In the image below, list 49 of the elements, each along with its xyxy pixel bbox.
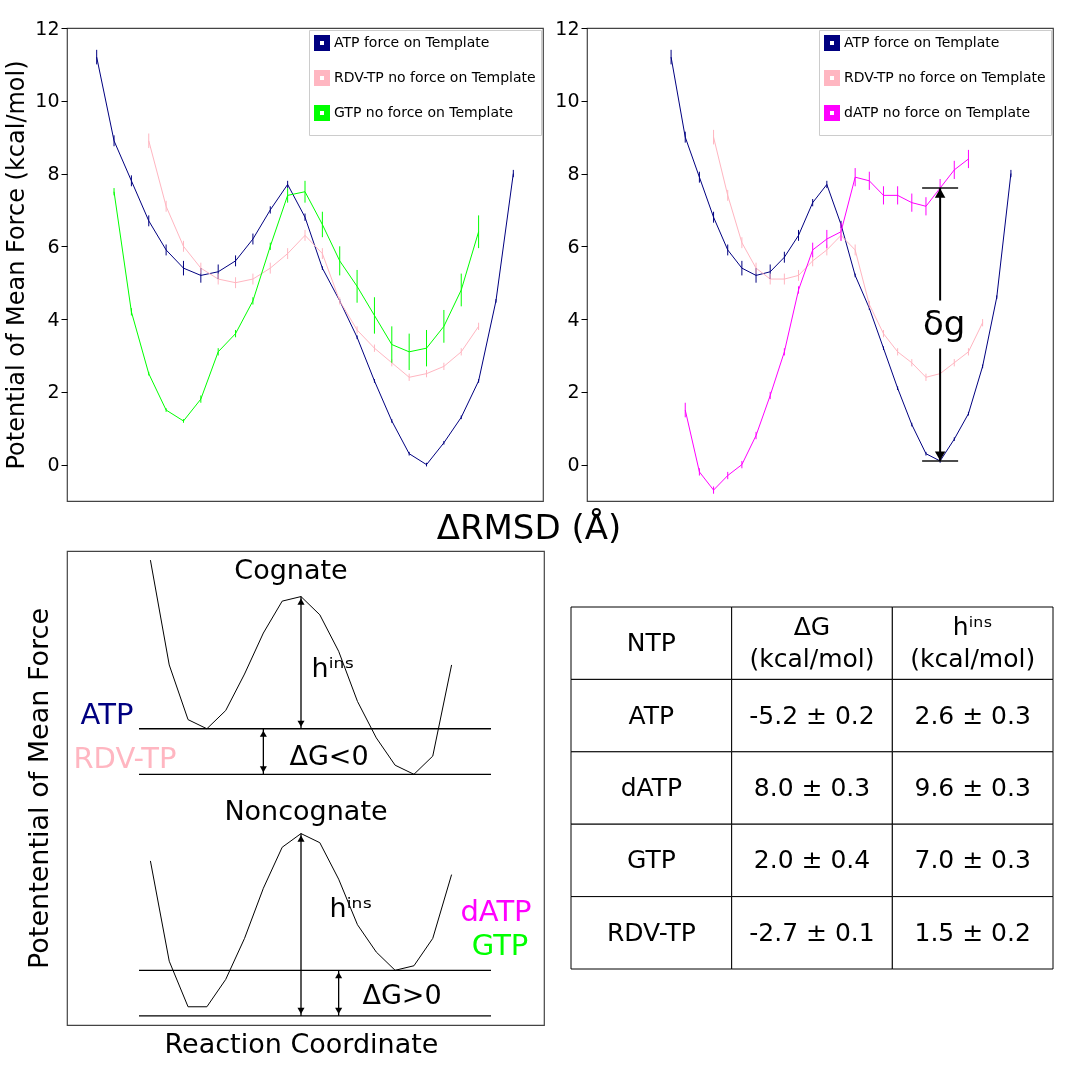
y-tick-label: 12 bbox=[35, 16, 60, 39]
legend-label: RDV-TP no force on Template bbox=[334, 69, 536, 85]
legend-label: dATP no force on Template bbox=[844, 104, 1031, 120]
y-tick-label: 4 bbox=[567, 307, 580, 330]
y-axis-title: Potential of Mean Force (kcal/mol) bbox=[2, 60, 31, 470]
y-tick-label: 6 bbox=[47, 234, 60, 257]
text: 2.6 ± 0.3 bbox=[914, 700, 1031, 730]
y-tick-label: 10 bbox=[35, 89, 60, 112]
text: -5.2 ± 0.2 bbox=[749, 700, 875, 730]
legend-label: GTP bbox=[471, 928, 529, 962]
text: ΔG (kcal/mol) bbox=[749, 612, 875, 674]
annotation: δg bbox=[923, 302, 966, 343]
legend-label: ATP force on Template bbox=[844, 34, 1000, 50]
text: 1.5 ± 0.2 bbox=[914, 917, 1031, 947]
legend-label: RDV-TP no force on Template bbox=[844, 69, 1046, 85]
annotation: Noncognate bbox=[224, 795, 388, 826]
text: 7.0 ± 0.3 bbox=[914, 845, 1031, 875]
text: NTP bbox=[626, 628, 676, 658]
y-tick-label: 10 bbox=[555, 89, 580, 112]
x-axis-title: Reaction Coordinate bbox=[164, 1027, 439, 1059]
text: 8.0 ± 0.3 bbox=[753, 773, 871, 802]
y-tick-label: 6 bbox=[567, 234, 580, 257]
annotation: ΔG>0 bbox=[362, 979, 442, 1010]
y-tick-label: 0 bbox=[47, 453, 60, 476]
annotation: hⁱⁿˢ bbox=[311, 652, 355, 683]
legend-label: ATP force on Template bbox=[334, 34, 490, 50]
y-axis-title: Potentential of Mean Force bbox=[22, 608, 54, 969]
text: RDV-TP bbox=[606, 917, 696, 947]
y-tick-label: 4 bbox=[47, 307, 60, 330]
y-tick-label: 12 bbox=[555, 16, 580, 39]
y-tick-label: 2 bbox=[567, 380, 580, 403]
y-tick-label: 2 bbox=[47, 380, 60, 403]
legend-label: ATP bbox=[80, 697, 134, 731]
y-tick-label: 8 bbox=[567, 162, 580, 185]
y-tick-label: 0 bbox=[567, 453, 580, 476]
legend-label: dATP bbox=[460, 894, 532, 928]
text: ATP bbox=[628, 700, 675, 730]
y-tick-label: 8 bbox=[47, 162, 60, 185]
x-axis-title: ΔRMSD (Å) bbox=[436, 506, 622, 547]
text: 2.0 ± 0.4 bbox=[753, 845, 871, 875]
legend-label: GTP no force on Template bbox=[334, 104, 514, 120]
text: dATP bbox=[620, 773, 683, 802]
annotation: ΔG<0 bbox=[289, 740, 369, 771]
text: hⁱⁿˢ (kcal/mol) bbox=[910, 612, 1036, 674]
text: -2.7 ± 0.1 bbox=[749, 917, 875, 947]
text: GTP bbox=[626, 845, 676, 875]
text: 9.6 ± 0.3 bbox=[914, 773, 1031, 802]
annotation: Cognate bbox=[234, 554, 348, 585]
legend-label: RDV-TP bbox=[73, 741, 177, 775]
